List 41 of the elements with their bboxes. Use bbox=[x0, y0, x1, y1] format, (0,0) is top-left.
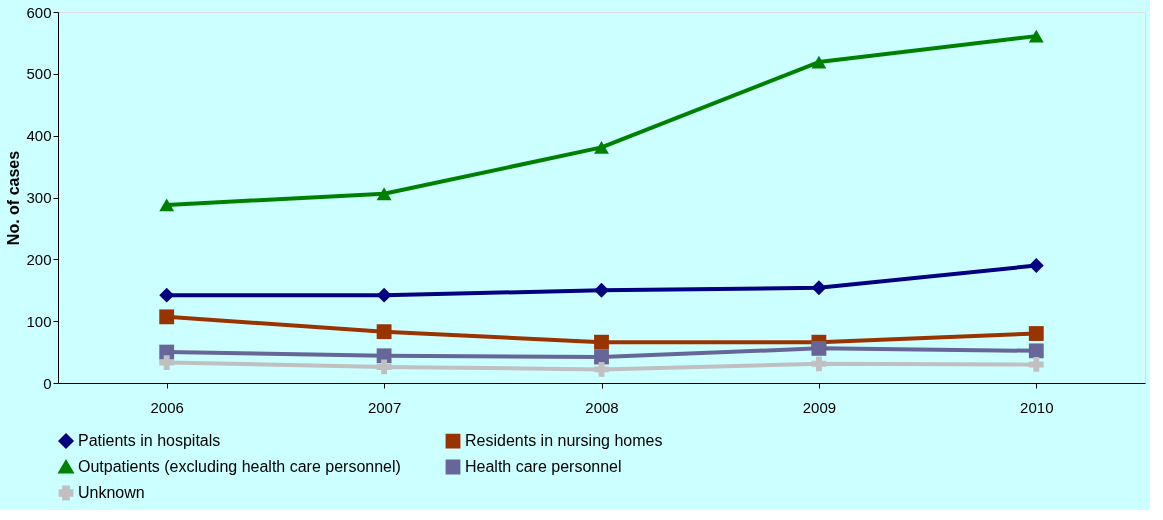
point bbox=[811, 55, 827, 69]
y-tick-label: 600 bbox=[26, 3, 52, 21]
point bbox=[159, 355, 175, 371]
point bbox=[159, 198, 175, 212]
point bbox=[376, 187, 392, 201]
point bbox=[159, 309, 175, 325]
point bbox=[594, 349, 609, 365]
y-tick-label: 200 bbox=[26, 250, 52, 268]
legend-label: Health care personnel bbox=[465, 458, 622, 475]
x-tick-label: 2010 bbox=[1020, 398, 1054, 416]
x-tick-label: 2006 bbox=[150, 398, 184, 416]
x-tick-label: 2009 bbox=[802, 398, 837, 416]
legend-label: Patients in hospitals bbox=[78, 432, 221, 450]
point bbox=[594, 334, 609, 350]
y-tick-label: 100 bbox=[26, 312, 52, 330]
point bbox=[811, 356, 827, 372]
y-tick-label: 400 bbox=[26, 127, 52, 145]
point bbox=[1028, 29, 1044, 43]
y-tick-label: 0 bbox=[43, 374, 52, 392]
point bbox=[376, 348, 392, 364]
point bbox=[594, 282, 609, 298]
point bbox=[376, 359, 392, 375]
point bbox=[594, 361, 609, 377]
legend-label: Unknown bbox=[78, 484, 145, 501]
x-tick-label: 2008 bbox=[585, 398, 619, 416]
point bbox=[594, 140, 609, 154]
x-tick-label: 2007 bbox=[367, 398, 402, 416]
point bbox=[1028, 258, 1044, 273]
legend-label: Outpatients (excluding health care personnel) bbox=[78, 458, 401, 475]
point bbox=[811, 340, 827, 356]
legend-label: Residents in nursing homes bbox=[465, 432, 663, 450]
point bbox=[1028, 326, 1044, 341]
point bbox=[376, 287, 392, 303]
point bbox=[811, 280, 827, 296]
y-axis-title: No. of cases bbox=[5, 150, 23, 246]
y-tick-label: 500 bbox=[26, 65, 52, 83]
y-tick-label: 300 bbox=[26, 189, 52, 206]
point bbox=[376, 324, 392, 340]
point bbox=[159, 287, 175, 303]
point bbox=[1028, 343, 1044, 359]
point bbox=[1028, 357, 1044, 372]
